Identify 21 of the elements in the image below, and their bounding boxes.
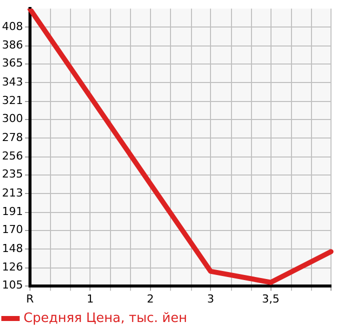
y-tick-label: 300 [2,112,23,126]
y-tick-label: 105 [2,278,23,292]
y-tick-label: 278 [2,130,23,144]
y-tick-label: 321 [2,94,23,108]
x-tick-label: R [26,292,34,306]
y-tick-label: 386 [2,38,23,52]
y-tick-label: 408 [2,20,23,33]
y-tick-label: 365 [2,56,23,70]
x-tick-label: 3,5 [262,292,280,306]
x-tick-label: 2 [146,292,154,306]
y-tick-label: 235 [2,168,23,181]
y-tick-label: 256 [2,150,23,163]
y-tick-label: 191 [2,205,23,218]
legend-label: Средняя Цена, тыс. йен [24,310,188,326]
x-tick-label: 3 [207,292,214,306]
y-tick-label: 343 [2,75,23,88]
y-tick-label: 170 [2,223,23,236]
x-tick-label: 1 [86,292,94,306]
y-tick-label: 148 [2,242,23,255]
y-tick-label: 213 [2,186,23,200]
y-tick-label: 126 [2,260,23,274]
